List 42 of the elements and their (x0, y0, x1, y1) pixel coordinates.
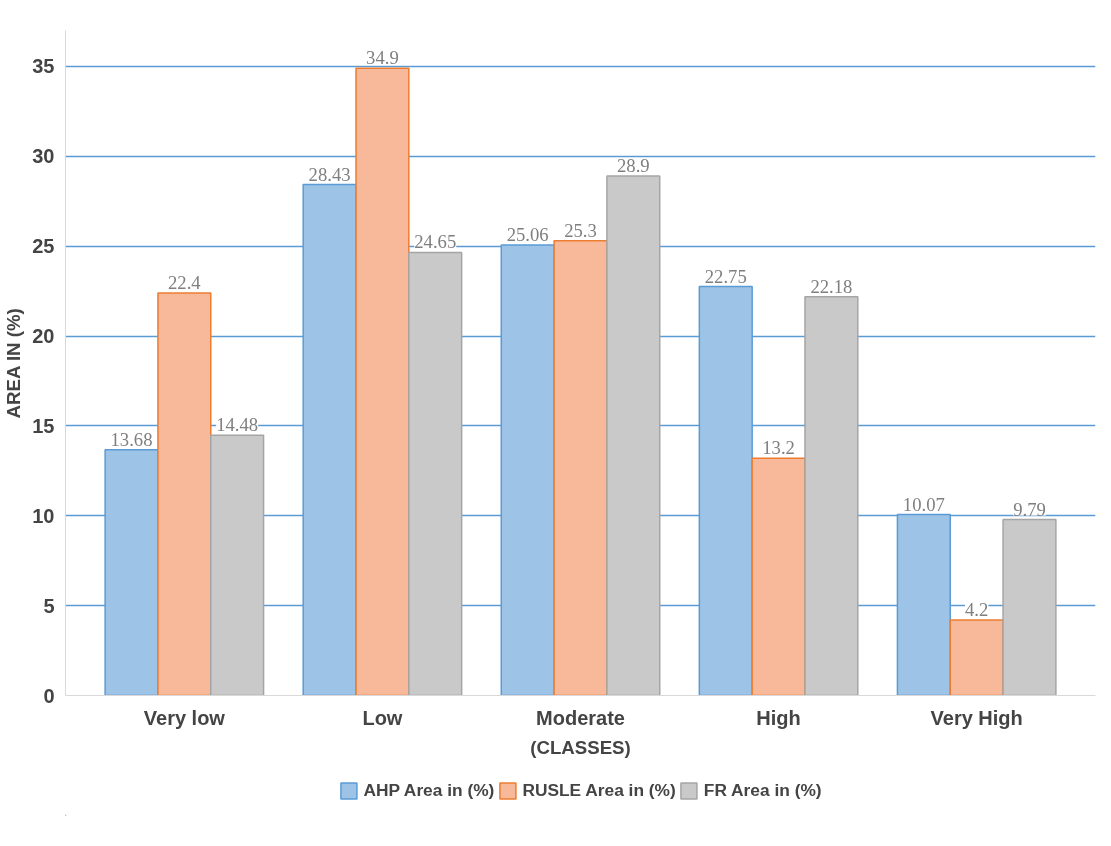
x-tick-label: Moderate (536, 706, 625, 729)
y-tick-label: 15 (32, 414, 55, 437)
x-axis-title: (CLASSES) (530, 736, 631, 758)
legend-label: RUSLE Area in (%) (522, 779, 676, 801)
bar (949, 619, 1004, 696)
x-tick-label: Low (362, 706, 403, 729)
y-tick-label: 35 (32, 55, 55, 78)
legend-label: AHP Area in (%) (363, 779, 495, 801)
data-label: 28.9 (617, 155, 650, 177)
bar (355, 67, 410, 696)
data-label: 25.3 (564, 219, 597, 241)
y-tick-label: 25 (32, 235, 55, 258)
data-label: 9.79 (1013, 498, 1046, 520)
y-tick-label: 0 (43, 684, 55, 707)
data-label: 28.43 (308, 163, 351, 185)
bar (210, 434, 265, 696)
data-label: 34.9 (366, 47, 399, 69)
y-tick-label: 5 (43, 594, 55, 617)
x-tick-label: Very low (143, 706, 226, 729)
y-axis-title: AREA IN (%) (3, 308, 25, 419)
data-label: 22.4 (168, 271, 202, 293)
bar (606, 175, 661, 696)
data-label: 22.18 (810, 275, 853, 297)
data-label: 13.2 (762, 437, 795, 459)
bar (804, 296, 859, 696)
data-label: 22.75 (704, 265, 747, 287)
y-tick-label: 30 (32, 145, 55, 168)
data-label: 24.65 (414, 231, 457, 253)
x-tick-label: Very High (930, 706, 1023, 729)
data-label: 25.06 (506, 224, 549, 246)
x-tick-label: High (756, 706, 801, 729)
bar (408, 251, 463, 696)
data-label: 13.68 (110, 428, 153, 450)
bar (751, 457, 806, 696)
bar (157, 292, 212, 696)
data-label: 14.48 (216, 414, 259, 436)
data-label: 4.2 (964, 599, 989, 621)
y-tick-label: 20 (32, 325, 55, 348)
y-tick-label: 10 (32, 504, 55, 527)
data-label: 10.07 (902, 493, 945, 515)
bar (553, 240, 608, 696)
legend-label: FR Area in (%) (703, 779, 822, 801)
